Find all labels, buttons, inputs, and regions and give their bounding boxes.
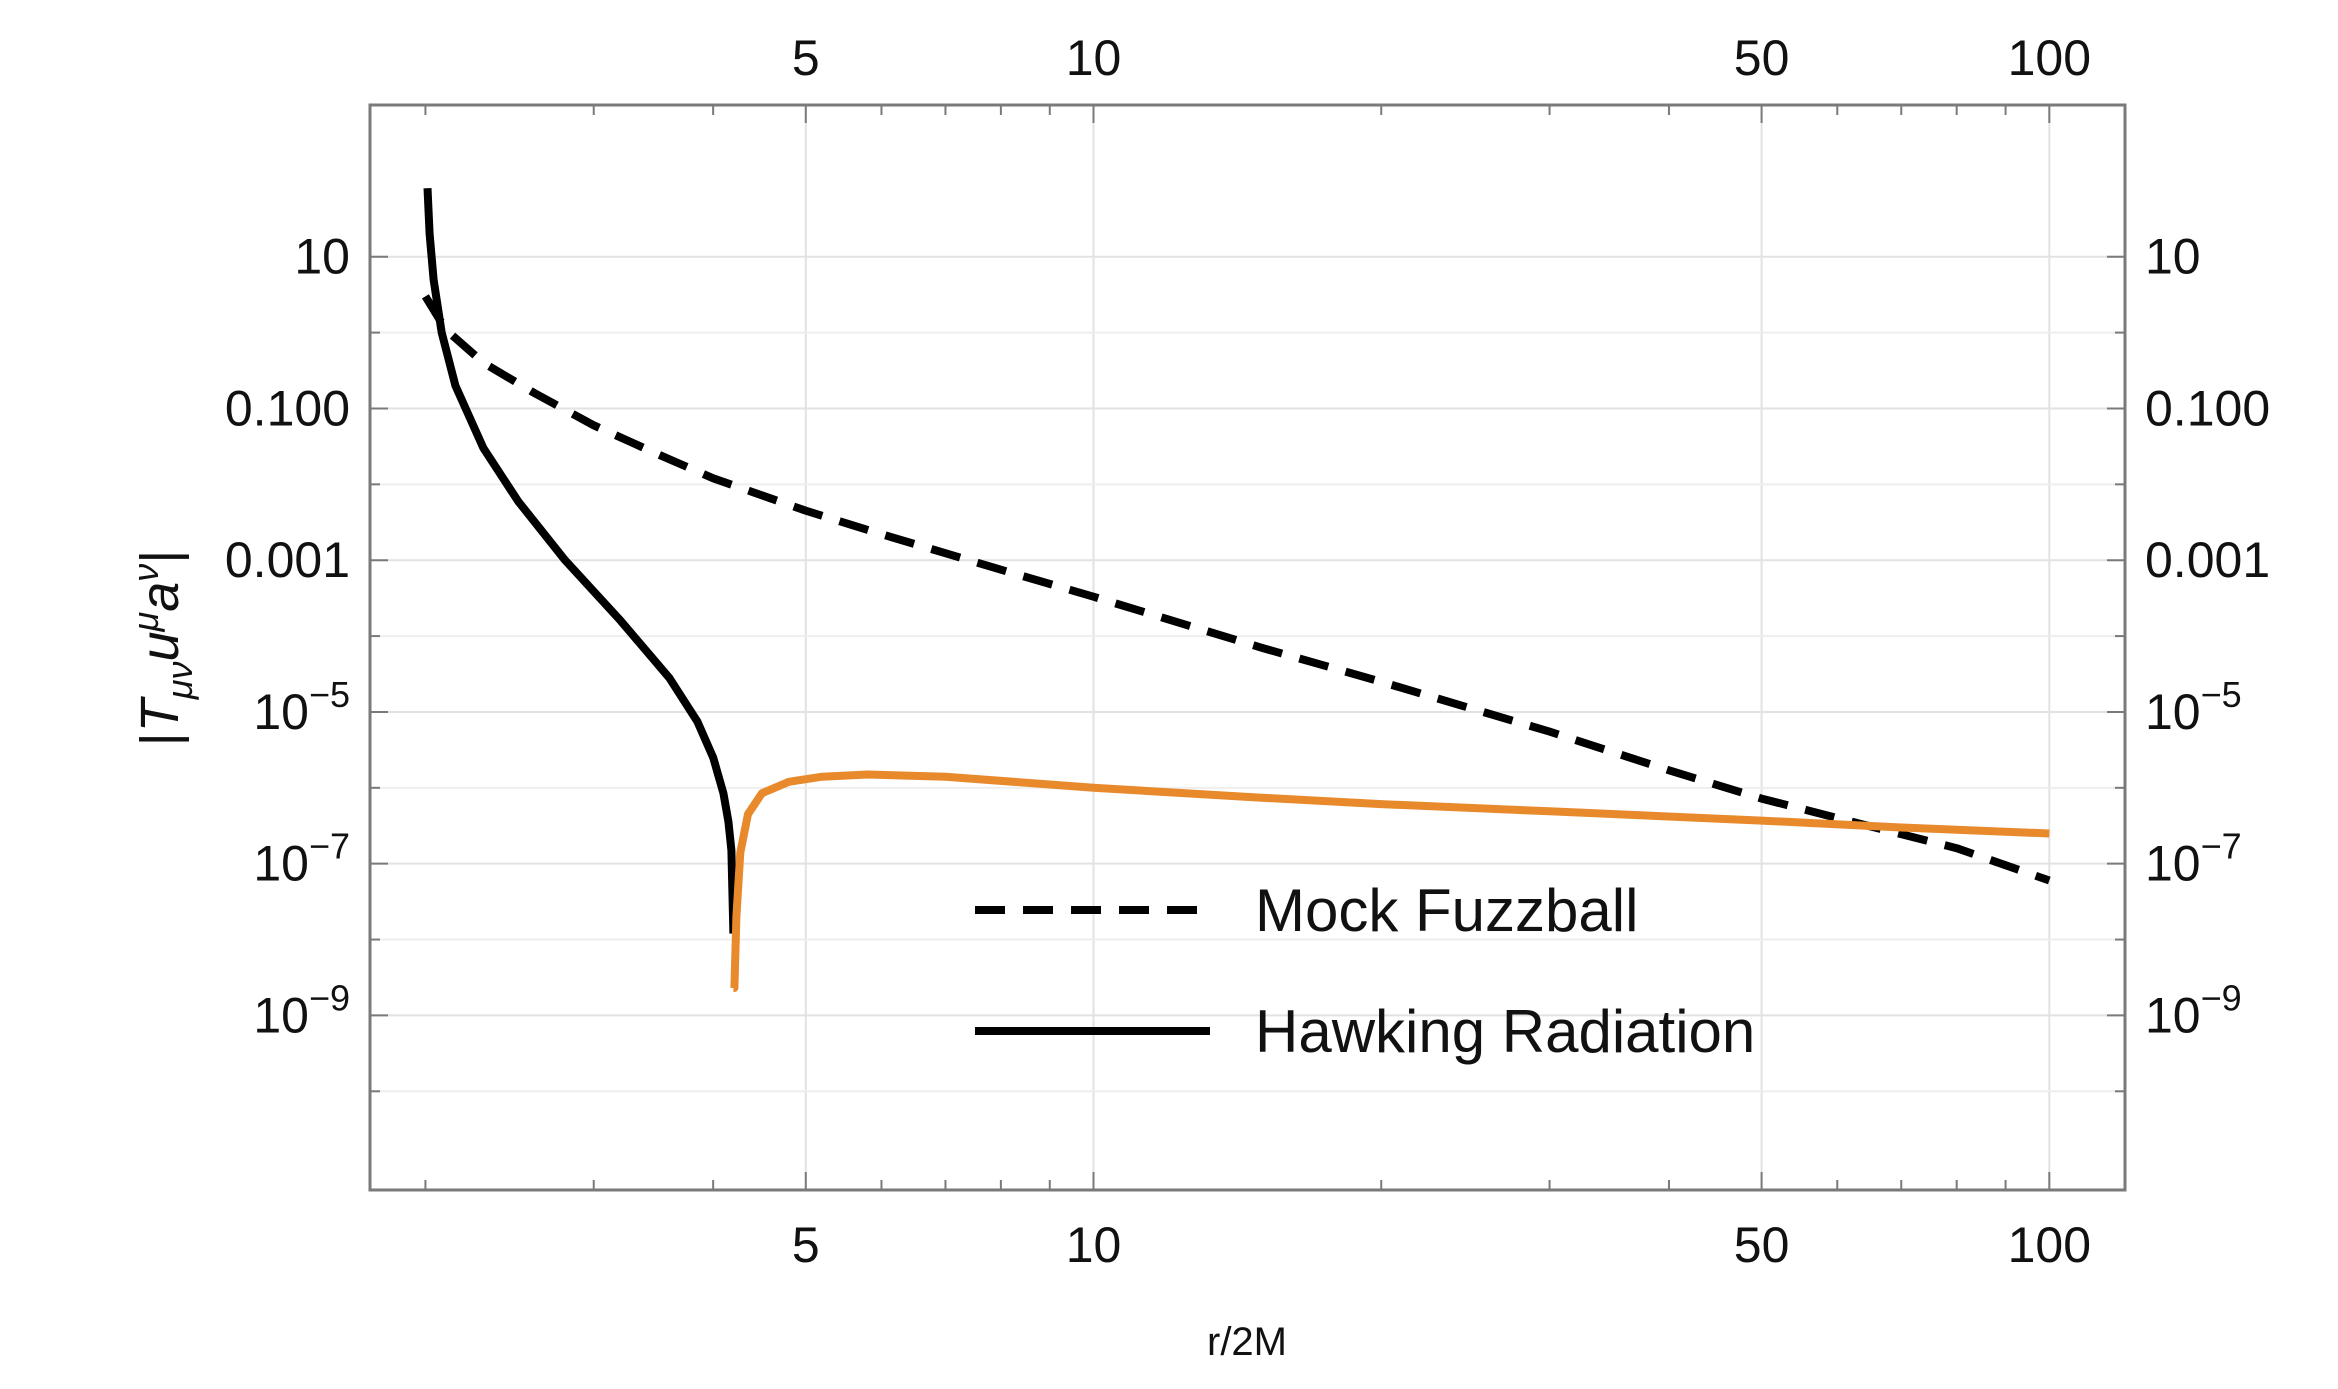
y-tick-label-right: 10−7 [2145,826,2242,892]
x-tick-label-top: 100 [2008,30,2091,86]
y-tick-label-right: 0.001 [2145,532,2270,588]
x-tick-label-bottom: 50 [1734,1217,1790,1273]
series-line-hawking-negative [423,188,738,934]
tick-labels: 5 5 10 10 50 50 100 100 10 10 0.100 0.100 0.001 0.001… [225,30,2270,1273]
legend-label-mock-fuzzball: Mock Fuzzball [1255,877,1638,944]
y-axis-title: |Tμνuμaν| [125,550,200,747]
y-tick-label-left: 10−9 [253,977,350,1043]
y-tick-label-left: 10 [294,229,350,285]
x-tick-label-top: 10 [1066,30,1122,86]
axis-ticks [370,104,2125,1190]
y-tick-label-left: 0.100 [225,380,350,436]
y-tick-label-right: 10−5 [2145,674,2242,740]
series-lines [421,188,2051,992]
series-line-hawking-positive [730,770,2050,992]
x-tick-label-bottom: 100 [2008,1217,2091,1273]
grid-lines [370,104,2125,1190]
plot-frame [368,103,2127,1192]
series-line-mock-fuzzball [421,294,2051,885]
y-tick-label-left: 0.001 [225,532,350,588]
x-tick-label-bottom: 10 [1066,1217,1122,1273]
x-tick-label-top: 50 [1734,30,1790,86]
legend-label-hawking-radiation: Hawking Radiation [1255,998,1755,1065]
y-tick-label-right: 0.100 [2145,380,2270,436]
x-tick-label-top: 5 [792,30,820,86]
y-tick-label-left: 10−7 [253,826,350,892]
y-tick-label-right: 10−9 [2145,977,2242,1043]
legend: Mock Fuzzball Hawking Radiation [975,877,1755,1065]
x-axis-title: r/2M [1207,1320,1287,1364]
y-tick-label-left: 10−5 [253,674,350,740]
y-tick-label-right: 10 [2145,229,2201,285]
x-tick-label-bottom: 5 [792,1217,820,1273]
